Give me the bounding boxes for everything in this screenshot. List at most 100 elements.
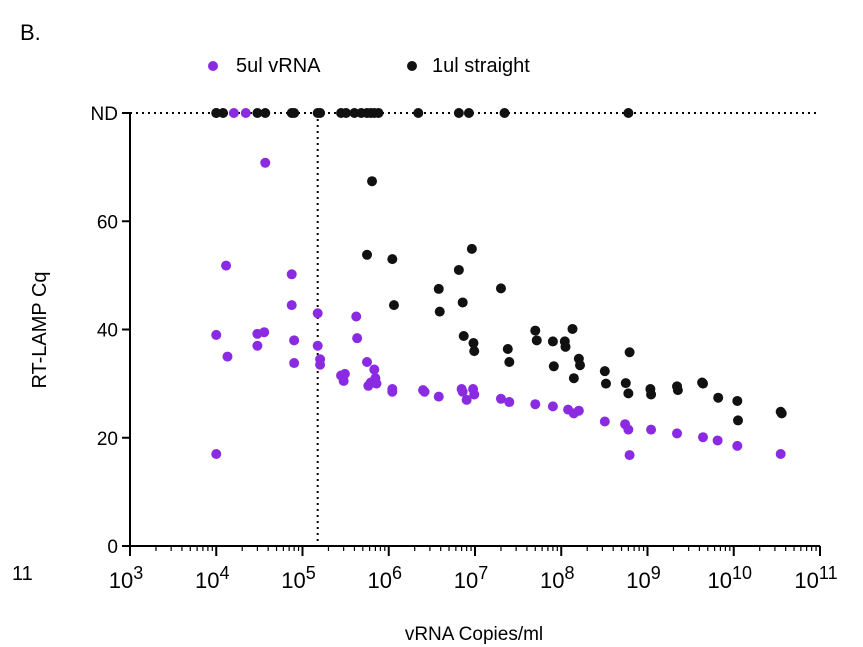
data-point-1ul-straight [620, 378, 631, 389]
data-point-1ul-straight [499, 108, 510, 118]
data-point-1ul-straight [453, 264, 464, 275]
data-point-1ul-straight [315, 108, 326, 118]
panel-label: B. [20, 20, 41, 45]
data-point-1ul-straight [457, 297, 468, 308]
y-tick-label: 20 [97, 429, 118, 450]
data-point-5ul-vrna [433, 391, 444, 402]
data-point-1ul-straight [495, 283, 506, 294]
data-point-5ul-vrna [732, 440, 743, 451]
x-tick-label: 107 [454, 563, 489, 593]
data-point-5ul-vrna [504, 397, 515, 408]
data-point-5ul-vrna [222, 351, 233, 362]
data-point-1ul-straight [289, 108, 300, 118]
data-point-5ul-vrna [646, 424, 657, 435]
data-point-5ul-vrna [387, 386, 398, 397]
x-tick-label: 1011 [794, 563, 837, 593]
data-point-1ul-straight [387, 254, 398, 265]
data-point-5ul-vrna [362, 356, 373, 367]
data-point-1ul-straight [624, 347, 635, 358]
data-point-1ul-straight [458, 330, 469, 341]
data-point-1ul-straight [413, 108, 424, 118]
legend-label-5ul-vrna: 5ul vRNA [236, 55, 321, 77]
data-point-1ul-straight [466, 243, 477, 254]
data-point-5ul-vrna [286, 269, 297, 280]
data-point-1ul-straight [560, 341, 571, 352]
data-point-1ul-straight [453, 108, 464, 118]
data-point-1ul-straight [260, 108, 271, 118]
y-axis-title: RT-LAMP Cq [29, 271, 51, 388]
data-point-5ul-vrna [286, 300, 297, 311]
data-point-5ul-vrna [211, 448, 222, 459]
data-point-1ul-straight [252, 108, 263, 118]
data-point-5ul-vrna [547, 401, 558, 412]
y-tick-label: 60 [97, 212, 118, 233]
data-point-1ul-straight [530, 325, 541, 336]
data-point-1ul-straight [218, 108, 229, 118]
x-tick-label: 1010 [707, 563, 752, 593]
legend: 5ul vRNA 1ul straight [208, 55, 530, 77]
data-point-5ul-vrna [351, 311, 362, 322]
data-point-5ul-vrna [211, 329, 222, 340]
legend-marker-5ul-vrna [208, 61, 218, 71]
data-point-5ul-vrna [260, 157, 271, 168]
data-point-5ul-vrna [530, 399, 541, 410]
data-point-1ul-straight [434, 306, 445, 317]
data-point-5ul-vrna [315, 359, 326, 370]
x-tick-label: 103 [109, 563, 144, 593]
data-point-5ul-vrna [457, 386, 468, 397]
data-point-1ul-straight [575, 360, 586, 371]
data-point-1ul-straight [600, 378, 611, 389]
data-point-1ul-straight [548, 361, 559, 372]
reference-lines [130, 112, 820, 546]
data-point-5ul-vrna [289, 358, 300, 369]
data-point-1ul-straight [623, 388, 634, 399]
data-point-5ul-vrna [352, 333, 363, 344]
data-points [211, 108, 787, 461]
data-point-5ul-vrna [312, 340, 323, 351]
data-point-1ul-straight [646, 389, 657, 400]
data-point-1ul-straight [732, 415, 743, 426]
data-point-5ul-vrna [495, 393, 506, 404]
data-point-5ul-vrna [369, 364, 380, 375]
x-axis-title: vRNA Copies/ml [405, 624, 543, 645]
data-point-5ul-vrna [312, 308, 323, 319]
x-tick-label: 105 [281, 563, 316, 593]
data-point-5ul-vrna [289, 335, 300, 346]
data-point-5ul-vrna [259, 327, 270, 338]
y-tick-label-nd: ND [91, 104, 118, 125]
data-point-1ul-straight [502, 343, 513, 354]
data-point-5ul-vrna [624, 450, 635, 461]
data-point-1ul-straight [468, 338, 479, 349]
data-point-1ul-straight [433, 283, 444, 294]
data-point-5ul-vrna [339, 368, 350, 379]
data-point-5ul-vrna [461, 394, 472, 405]
data-point-1ul-straight [776, 408, 787, 419]
data-point-1ul-straight [713, 392, 724, 403]
data-point-5ul-vrna [623, 424, 634, 435]
data-point-1ul-straight [568, 373, 579, 384]
y-tick-label: 40 [97, 321, 118, 342]
data-point-5ul-vrna [599, 416, 610, 427]
data-point-1ul-straight [362, 249, 373, 260]
x-tick-label: 108 [540, 563, 575, 593]
data-point-5ul-vrna [228, 108, 239, 118]
data-point-1ul-straight [599, 366, 610, 377]
data-point-5ul-vrna [775, 448, 786, 459]
data-point-1ul-straight [504, 356, 515, 367]
legend-marker-1ul-straight [407, 61, 417, 71]
data-point-5ul-vrna [371, 378, 382, 389]
x-tick-label: 109 [626, 563, 661, 593]
data-point-1ul-straight [373, 108, 384, 118]
x-tick-label: 106 [368, 563, 403, 593]
data-point-1ul-straight [567, 323, 578, 334]
data-point-5ul-vrna [469, 389, 480, 400]
data-point-1ul-straight [531, 335, 542, 346]
data-point-1ul-straight [672, 385, 683, 396]
x-tick-label: 104 [195, 563, 230, 593]
axes: 0 20 40 60 ND 103 104 105 106 107 108 109 1010 1011 [91, 104, 838, 593]
data-point-1ul-straight [547, 336, 558, 347]
data-point-1ul-straight [732, 395, 743, 406]
data-point-5ul-vrna [573, 405, 584, 416]
stray-label: 11 [12, 563, 33, 585]
